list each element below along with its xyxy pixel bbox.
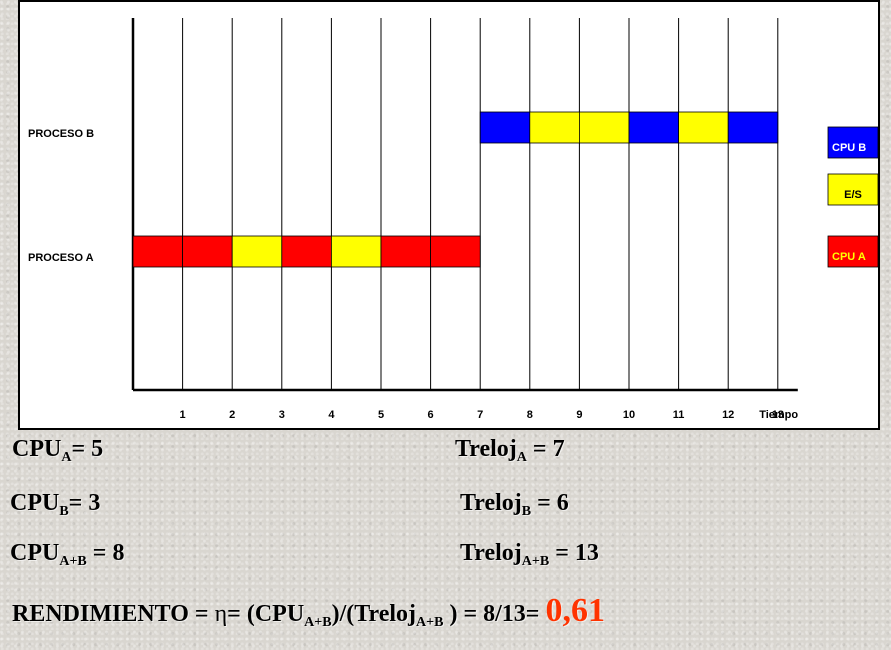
- tick-label: 13: [772, 409, 784, 421]
- rendimiento-label: RENDIMIENTO =: [12, 601, 215, 627]
- segment-es: [579, 111, 630, 144]
- segment-cpua: [132, 235, 183, 268]
- segment-cpub: [479, 111, 531, 144]
- gantt-chart-panel: 1 2 3 4 5 6 7 8 9 10 11 12 13 Tiempo PROCESO B PROCESO …: [18, 0, 880, 430]
- segment-es: [529, 111, 580, 144]
- tick-label: 7: [477, 409, 483, 421]
- tick-label: 10: [623, 409, 635, 421]
- stat-cpu-a: CPUA= 5: [12, 436, 104, 465]
- tick-label: 4: [328, 409, 335, 421]
- segment-cpua: [380, 235, 431, 268]
- process-label-a: PROCESO A: [28, 252, 94, 264]
- legend-label: CPU B: [832, 142, 866, 154]
- tick-label: 3: [279, 409, 285, 421]
- legend-swatch: [827, 173, 878, 206]
- legend-label: CPU A: [832, 251, 866, 263]
- segment-es: [678, 111, 729, 144]
- tick-label: 5: [378, 409, 384, 421]
- formula-part: )/(Treloj: [331, 601, 417, 627]
- process-label-b: PROCESO B: [28, 128, 94, 140]
- formula-part: = (CPU: [227, 601, 305, 627]
- segment-cpua: [281, 235, 332, 268]
- formula-part: ) = 8/13=: [443, 601, 546, 627]
- tick-label: 9: [576, 409, 582, 421]
- stat-cpu-b: CPUB= 3: [10, 490, 101, 519]
- tick-label: 11: [673, 409, 685, 421]
- segment-cpub: [628, 111, 679, 144]
- legend-swatch: [827, 126, 878, 159]
- tick-label: 6: [428, 409, 434, 421]
- stat-treloj-ab: TrelojA+B = 13: [460, 540, 599, 569]
- stat-cpu-ab: CPUA+B = 8: [10, 540, 125, 569]
- rendimiento-result: 0,61: [545, 592, 605, 629]
- tick-label: 1: [180, 409, 186, 421]
- segment-es: [231, 235, 283, 268]
- legend-swatch: [827, 235, 878, 268]
- segment-es: [330, 235, 382, 268]
- legend-label: E/S: [844, 189, 862, 201]
- stat-treloj-b: TrelojB = 6: [460, 490, 569, 519]
- tick-label: 8: [527, 409, 533, 421]
- segment-cpua: [182, 235, 233, 268]
- axis-label-tiempo: Tiempo: [759, 409, 798, 421]
- segment-cpua: [430, 235, 481, 268]
- segment-cpub: [727, 111, 779, 144]
- eta-symbol: η: [214, 601, 228, 627]
- tick-label: 2: [229, 409, 235, 421]
- tick-label: 12: [722, 409, 734, 421]
- rendimiento-formula: RENDIMIENTO = η= (CPUA+B)/(TrelojA+B ) =…: [12, 592, 605, 630]
- stat-treloj-a: TrelojA = 7: [455, 436, 565, 465]
